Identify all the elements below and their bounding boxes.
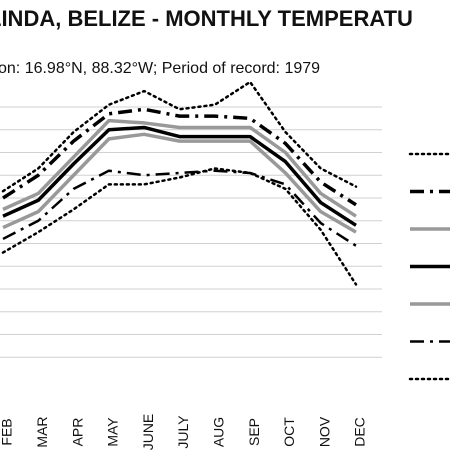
chart-subtitle: on: 16.98°N, 88.32°W; Period of record: … bbox=[0, 60, 321, 77]
series-line-4 bbox=[2, 125, 357, 227]
chart-title: LINDA, BELIZE - MONTHLY TEMPERATU bbox=[0, 6, 413, 31]
series-line-6 bbox=[2, 169, 357, 247]
series-line-3 bbox=[2, 118, 357, 218]
x-tick-label: MAY bbox=[105, 417, 121, 447]
series-line-7 bbox=[1, 167, 358, 286]
series-line-2 bbox=[2, 107, 357, 207]
x-tick-label: NOV bbox=[316, 416, 332, 447]
x-tick-label: SEP bbox=[246, 418, 262, 446]
x-tick-label: JULY bbox=[175, 415, 191, 449]
x-axis-ticks: FEB MAR APR MAY JUNE JULY AUG SEP OCT NOV DEC bbox=[0, 414, 368, 450]
series-line-5 bbox=[2, 132, 357, 234]
x-tick-label: OCT bbox=[281, 417, 297, 447]
series-lines bbox=[1, 80, 358, 286]
series-line-1 bbox=[1, 80, 358, 193]
x-tick-label: FEB bbox=[0, 418, 15, 445]
legend bbox=[408, 152, 450, 381]
x-tick-label: AUG bbox=[211, 417, 227, 447]
x-tick-label: DEC bbox=[352, 417, 368, 447]
gridlines bbox=[0, 106, 382, 358]
x-tick-label: JUNE bbox=[140, 414, 156, 450]
x-tick-label: APR bbox=[69, 418, 85, 447]
x-tick-label: MAR bbox=[34, 416, 50, 447]
